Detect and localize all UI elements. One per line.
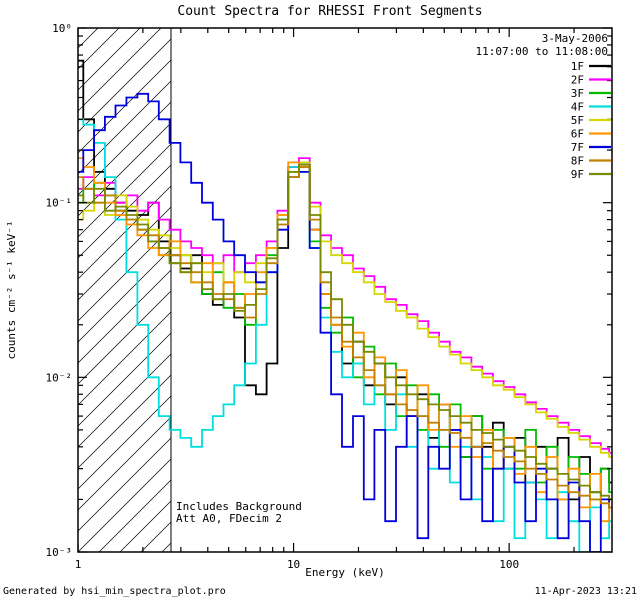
annotation-includes-background: Includes Background [176, 500, 302, 513]
series-7F-line [78, 92, 612, 552]
xtick-label-10: 10 [287, 558, 300, 571]
ytick-label: 10⁻¹ [46, 197, 73, 210]
series-5F-line [78, 161, 612, 458]
series-9F-line [78, 163, 612, 501]
footer-timestamp: 11-Apr-2023 13:21 [535, 586, 637, 597]
legend-label-4F: 4F [571, 101, 584, 114]
chart-title: Count Spectra for RHESSI Front Segments [177, 4, 482, 19]
annotation-attenuator: Att A0, FDecim 2 [176, 512, 282, 525]
legend-label-8F: 8F [571, 155, 584, 168]
yaxis-label: counts cm⁻² s⁻¹ keV⁻¹ [5, 220, 18, 359]
legend-label-9F: 9F [571, 168, 584, 181]
series-2F-line [78, 157, 612, 454]
xtick-label-1: 1 [75, 558, 82, 571]
legend-label-6F: 6F [571, 128, 584, 141]
series-6F-line [78, 157, 612, 523]
date-label: 3-May-2006 [542, 32, 608, 45]
hatch-region-low-energy [78, 28, 171, 552]
time-range-label: 11:07:00 to 11:08:00 [476, 45, 608, 58]
ytick-label: 10⁰ [52, 22, 72, 35]
legend-label-3F: 3F [571, 87, 584, 100]
legend-label-2F: 2F [571, 74, 584, 87]
ytick-label: 10⁻³ [46, 546, 73, 559]
ytick-label: 10⁻² [46, 371, 73, 384]
axes-box [77, 27, 613, 553]
footer-generator-label: Generated by hsi_min_spectra_plot.pro [3, 586, 226, 597]
legend-label-1F: 1F [571, 60, 584, 73]
xaxis-label: Energy (keV) [305, 566, 384, 579]
legend-label-5F: 5F [571, 114, 584, 127]
series-4F-line [78, 118, 612, 552]
legend-label-7F: 7F [571, 141, 584, 154]
xtick-label-100: 100 [499, 558, 519, 571]
